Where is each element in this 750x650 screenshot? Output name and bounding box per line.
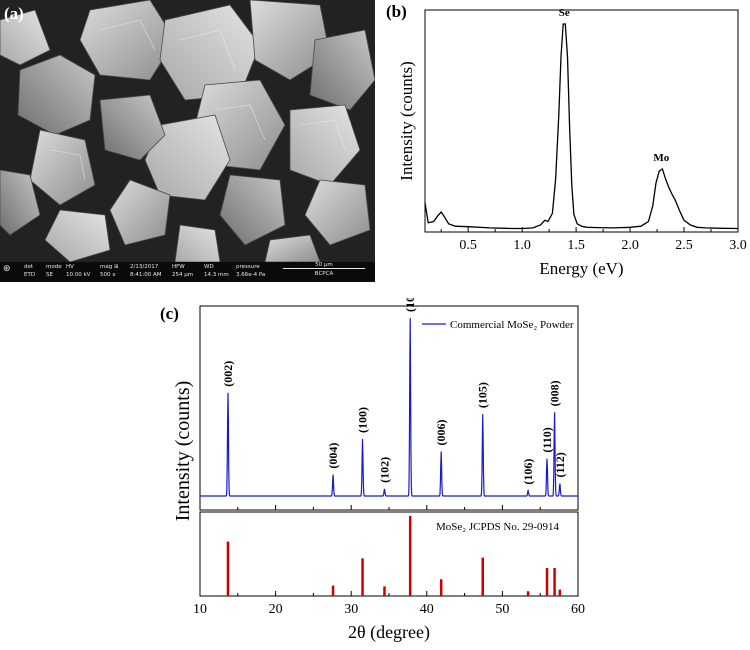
x-axis-label: Energy (eV)	[539, 259, 623, 278]
sem-micrograph	[0, 0, 375, 262]
x-tick-label: 1.5	[567, 238, 585, 253]
x-tick-label: 0.5	[459, 238, 477, 253]
reference-label: MoSe₂ JCPDS No. 29-0914	[436, 521, 560, 533]
peak-label-105: (105)	[476, 382, 490, 408]
peak-label-008: (008)	[548, 380, 562, 406]
peak-label-106: (106)	[521, 459, 535, 485]
x-tick-label: 2.0	[621, 238, 639, 253]
sem-field-mode: mode SE	[46, 264, 62, 278]
detector-icon: ⊛	[3, 264, 11, 274]
peak-label-100: (100)	[356, 407, 370, 433]
eds-chart-panel: (b) 0.5 1.0 1.5 2.0 2.5 3.0 Energy (eV) Intensi…	[380, 0, 750, 282]
x-tick-label: 20	[269, 602, 283, 617]
x-tick-label: 60	[571, 602, 585, 617]
peak-label-103: (103)	[403, 298, 417, 312]
plot-frame	[424, 9, 739, 233]
x-tick-label: 10	[193, 602, 207, 617]
panel-b-label: (b)	[386, 2, 407, 21]
panel-c-label: (c)	[160, 304, 179, 323]
sem-field-wd: WD 14.3 mm	[204, 264, 229, 278]
x-tick-label: 3.0	[729, 238, 747, 253]
y-axis-label: Intensity (counts)	[172, 381, 194, 522]
sem-field-hfw: HFW 254 μm	[172, 264, 194, 278]
facility-label: BCPCA	[314, 271, 334, 277]
xrd-pattern-line	[200, 317, 578, 497]
x-tick-label: 50	[495, 602, 509, 617]
xrd-chart-panel: (c) 10 20 30 40 50 60 2θ (degree) Intensity (co…	[160, 286, 750, 645]
scale-bar-label: 50 μm	[315, 262, 333, 268]
sem-info-bar: ⊛ det ETD mode SE HV 10.00 kV mag ⊞ 500 x 2/…	[0, 262, 375, 282]
sem-field-det: det ETD	[24, 264, 36, 278]
peak-label-110: (110)	[540, 427, 554, 452]
peak-label-se: Se	[559, 7, 570, 19]
peak-label-006: (006)	[434, 420, 448, 446]
sem-field-mag: mag ⊞ 500 x	[100, 264, 119, 278]
sem-field-hv: HV 10.00 kV	[66, 264, 91, 278]
peak-label-112: (112)	[553, 452, 567, 477]
peak-label-mo: Mo	[653, 152, 669, 164]
legend-label-commercial: Commercial MoSe₂ Powder	[450, 319, 574, 331]
panel-a-label: (a)	[4, 4, 24, 23]
x-tick-label: 1.0	[513, 238, 531, 253]
peak-label-102: (102)	[377, 457, 391, 483]
x-axis-label: 2θ (degree)	[348, 622, 430, 643]
peak-label-002: (002)	[221, 361, 235, 387]
sem-field-datetime: 2/13/2017 8:41:00 AM	[130, 264, 162, 278]
sem-image-panel: (a) ⊛ det ETD mode SE HV 10.00 kV mag ⊞ 500 …	[0, 0, 375, 282]
scale-bar: 50 μm BCPCA	[283, 262, 365, 279]
x-tick-label: 2.5	[675, 238, 693, 253]
y-axis-label: Intensity (counts)	[397, 61, 416, 180]
x-tick-label: 40	[420, 602, 434, 617]
peak-label-004: (004)	[326, 443, 340, 469]
eds-spectrum-line	[424, 23, 739, 230]
x-tick-label: 30	[344, 602, 358, 617]
xrd-chart: 10 20 30 40 50 60 2θ (degree) Intensity (counts…	[172, 286, 585, 643]
eds-chart: 0.5 1.0 1.5 2.0 2.5 3.0 Energy (eV) Intensity (…	[397, 7, 747, 278]
sem-field-pressure: pressure 3.66e-4 Pa	[236, 264, 266, 278]
